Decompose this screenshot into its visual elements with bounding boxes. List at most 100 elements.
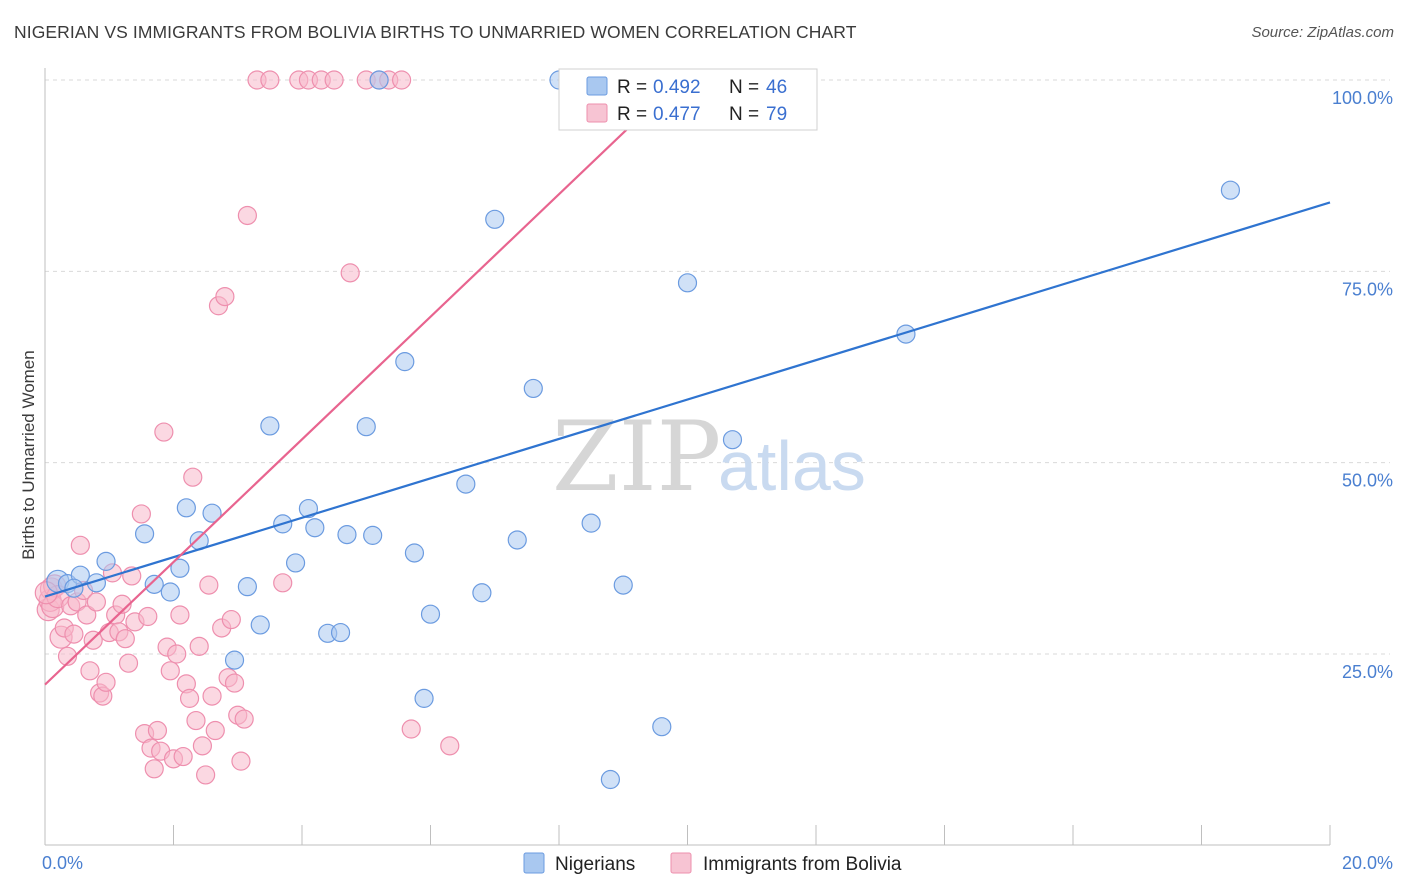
nigerians-point <box>250 615 270 635</box>
bolivia-point <box>186 710 206 731</box>
grid-lines <box>45 79 1390 655</box>
nigerians-point <box>722 430 743 450</box>
y-tick-label: 25.0% <box>1342 662 1393 682</box>
bolivia-point <box>273 573 293 593</box>
bolivia-point <box>57 646 78 666</box>
y-axis-label: Births to Unmarried Women <box>19 350 38 559</box>
nigerians-point <box>237 577 257 597</box>
bolivia-point <box>231 751 251 771</box>
nigerians-point <box>613 575 633 595</box>
bolivia-point <box>234 709 254 729</box>
bolivia-point <box>340 263 360 283</box>
trend-line-bolivia <box>44 83 676 686</box>
x-tick-labels: 0.0% 20.0% <box>42 853 1393 873</box>
nigerians-point <box>224 650 245 670</box>
bolivia-point <box>391 70 412 90</box>
bolivia-point <box>86 592 107 612</box>
nigerians-point <box>600 769 621 790</box>
legend-r-value-2: 0.477 <box>653 104 701 125</box>
bolivia-point <box>96 672 116 692</box>
nigerians-point <box>285 553 306 573</box>
source-label: Source: ZipAtlas.com <box>1251 24 1394 41</box>
bolivia-point <box>202 686 222 706</box>
x-tick-label: 0.0% <box>42 853 83 873</box>
bolivia-point <box>205 720 225 741</box>
bolivia-point <box>237 205 257 226</box>
bottom-legend-label-nigerians: Nigerians <box>555 854 635 875</box>
legend-r-label-2: R = <box>617 104 647 125</box>
nigerians-point <box>176 498 196 518</box>
nigerians-point <box>652 717 672 737</box>
legend-r-label-1: R = <box>617 77 647 98</box>
legend-r-value-1: 0.492 <box>653 77 701 98</box>
nigerians-point <box>134 524 155 544</box>
bolivia-point <box>147 720 168 741</box>
nigerians-point <box>202 503 222 523</box>
bolivia-point <box>170 605 190 625</box>
bolivia-point <box>224 673 245 693</box>
bolivia-point <box>183 467 203 487</box>
nigerians-point <box>414 688 434 708</box>
x-tick-label: 20.0% <box>1342 853 1393 873</box>
legend-n-value-2: 79 <box>766 104 787 125</box>
bottom-legend-swatch-nigerians <box>523 852 545 874</box>
nigerians-point <box>305 518 325 538</box>
nigerians-point <box>160 582 180 602</box>
legend-n-label-2: N = <box>729 104 759 125</box>
nigerians-point <box>337 525 357 545</box>
legend: R = 0.492 N = 46 R = 0.477 N = 79 <box>558 68 818 131</box>
chart-title: NIGERIAN VS IMMIGRANTS FROM BOLIVIA BIRT… <box>14 22 857 42</box>
nigerians-point <box>363 525 383 545</box>
nigerians-point <box>330 622 351 643</box>
bolivia-point <box>112 594 132 614</box>
bolivia-point <box>215 286 235 307</box>
bolivia-point <box>199 575 219 595</box>
nigerians-point <box>456 474 476 494</box>
nigerians-point <box>96 551 116 571</box>
bottom-legend-label-bolivia: Immigrants from Bolivia <box>703 854 902 875</box>
bolivia-point <box>173 746 193 767</box>
bolivia-point <box>160 661 180 681</box>
bottom-legend: Nigerians Immigrants from Bolivia <box>523 852 902 875</box>
bolivia-point <box>401 719 421 739</box>
bolivia-point <box>80 661 100 681</box>
nigerians-point <box>472 583 492 603</box>
nigerians-point <box>896 324 916 344</box>
legend-swatch-bolivia <box>586 103 608 123</box>
nigerians-point <box>485 209 505 229</box>
bolivia-point <box>189 636 209 656</box>
series-bolivia-points <box>34 70 460 785</box>
watermark-zip: ZIP <box>552 401 721 513</box>
series-nigerians-points <box>46 70 1241 790</box>
nigerians-point <box>581 513 601 533</box>
watermark-atlas: atlas <box>718 427 866 505</box>
bolivia-point <box>154 422 174 442</box>
nigerians-point <box>356 417 376 437</box>
nigerians-point <box>1220 180 1241 200</box>
bolivia-point <box>64 624 84 644</box>
bolivia-point <box>192 736 213 756</box>
nigerians-point <box>404 543 425 563</box>
bolivia-point <box>167 644 187 664</box>
bolivia-point <box>221 609 241 630</box>
nigerians-point <box>144 574 164 594</box>
nigerians-point <box>260 416 280 436</box>
nigerians-point <box>395 352 415 372</box>
bolivia-point <box>179 688 200 708</box>
legend-n-value-1: 46 <box>766 77 787 98</box>
bolivia-point <box>115 629 135 649</box>
y-tick-labels: 25.0% 50.0% 75.0% 100.0% <box>1332 88 1393 682</box>
nigerians-point <box>298 498 319 519</box>
nigerians-point <box>369 70 389 90</box>
y-tick-label: 75.0% <box>1342 279 1393 299</box>
bolivia-point <box>138 606 158 627</box>
bolivia-point <box>70 535 90 555</box>
axes <box>44 68 1331 846</box>
bolivia-point <box>77 605 97 625</box>
y-tick-label: 100.0% <box>1332 88 1393 108</box>
trend-lines <box>44 83 1331 686</box>
nigerians-point <box>523 378 543 399</box>
bottom-legend-swatch-bolivia <box>670 852 692 874</box>
bolivia-point <box>196 765 216 785</box>
